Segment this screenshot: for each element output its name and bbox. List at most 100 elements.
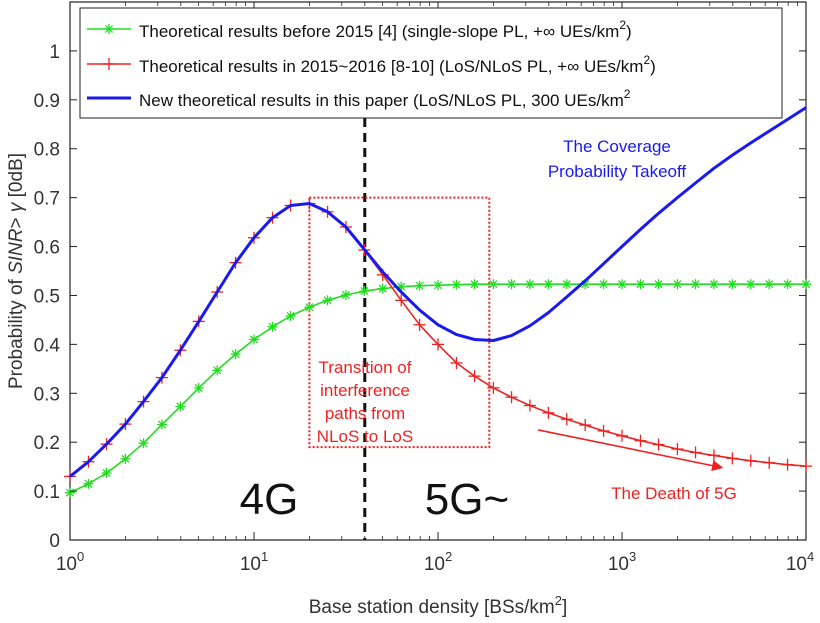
series-1-point-31 xyxy=(634,434,647,447)
series-0-point-37 xyxy=(745,279,756,290)
y-tick-label-1: 0.1 xyxy=(34,482,60,503)
series-1-point-28 xyxy=(579,419,592,432)
series-0 xyxy=(65,279,811,498)
series-layer xyxy=(64,106,812,498)
transition-annotation-line2: interference xyxy=(320,381,410,400)
series-1-point-26 xyxy=(542,406,555,419)
series-0-point-9 xyxy=(230,349,241,360)
y-axis-label: Probability of SINR> γ [0dB] xyxy=(6,153,27,389)
series-1-point-0 xyxy=(64,470,76,483)
label-5g: 5G~ xyxy=(425,475,509,524)
series-1-point-18 xyxy=(395,294,408,307)
transition-annotation-line3: paths from xyxy=(325,404,405,423)
series-1-point-30 xyxy=(616,429,628,442)
series-0-point-5 xyxy=(156,419,167,430)
series-1-point-34 xyxy=(689,446,702,459)
legend: Theoretical results before 2015 [4] (sin… xyxy=(79,7,783,119)
series-0-point-7 xyxy=(193,382,204,393)
y-tick-label-9: 0.9 xyxy=(34,91,60,112)
x-tick-label-2: 102 xyxy=(424,549,452,575)
series-1-point-27 xyxy=(560,413,573,426)
series-0-point-21 xyxy=(451,279,462,290)
series-0-point-12 xyxy=(285,310,296,321)
series-2-line xyxy=(69,106,807,478)
series-1-point-19 xyxy=(413,318,426,331)
legend-entry-this-paper: New theoretical results in this paper (L… xyxy=(139,87,631,110)
series-0-point-14 xyxy=(322,295,333,306)
series-1-point-39 xyxy=(781,458,794,471)
transition-annotation-line1: Transition of xyxy=(319,358,412,377)
legend-swatch-marker-1 xyxy=(103,58,115,70)
series-0-point-15 xyxy=(340,289,351,300)
series-1-point-40 xyxy=(800,460,812,473)
series-2 xyxy=(69,106,807,478)
series-0-point-17 xyxy=(377,283,388,294)
series-0-point-22 xyxy=(469,279,480,290)
legend-swatches xyxy=(87,24,131,100)
x-tick-label-4: 104 xyxy=(786,549,814,575)
series-1-point-23 xyxy=(487,381,500,394)
series-0-point-33 xyxy=(672,279,683,290)
series-1-point-33 xyxy=(671,443,684,456)
series-0-point-6 xyxy=(175,401,186,412)
series-0-point-29 xyxy=(598,279,609,290)
takeoff-annotation-line1: The Coverage xyxy=(563,137,671,156)
series-0-point-39 xyxy=(782,279,793,290)
series-0-point-38 xyxy=(764,279,775,290)
series-0-point-40 xyxy=(801,279,811,290)
label-4g: 4G xyxy=(240,475,299,524)
series-0-point-8 xyxy=(212,365,223,376)
death-annotation: The Death of 5G xyxy=(611,484,737,503)
series-0-point-24 xyxy=(506,279,517,290)
series-1-point-37 xyxy=(744,454,757,467)
series-1-point-38 xyxy=(763,456,776,469)
series-1-point-20 xyxy=(432,338,444,351)
series-1-point-36 xyxy=(726,452,739,465)
series-0-point-30 xyxy=(617,279,627,290)
x-tick-label-3: 103 xyxy=(608,549,636,575)
y-tick-label-5: 0.5 xyxy=(34,286,60,307)
y-tick-label-6: 0.6 xyxy=(34,238,60,259)
x-tick-label-1: 101 xyxy=(240,549,268,575)
series-0-point-35 xyxy=(708,279,719,290)
guides-layer xyxy=(308,118,724,540)
series-0-point-13 xyxy=(304,302,315,313)
series-1-point-25 xyxy=(523,399,536,412)
series-1-point-21 xyxy=(450,356,463,369)
series-0-point-26 xyxy=(543,279,554,290)
takeoff-annotation-line2: Probability Takeoff xyxy=(548,162,687,181)
series-0-point-32 xyxy=(653,279,664,290)
legend-entry-before-2015: Theoretical results before 2015 [4] (sin… xyxy=(139,18,632,41)
y-tick-label-7: 0.7 xyxy=(34,189,60,210)
legend-swatch-marker-0 xyxy=(104,24,114,34)
series-0-point-20 xyxy=(433,280,443,291)
series-0-point-25 xyxy=(524,279,535,290)
series-0-point-19 xyxy=(414,280,425,291)
y-tick-label-8: 0.8 xyxy=(34,140,60,161)
series-0-point-0 xyxy=(65,487,75,498)
legend-entry-2015-2016: Theoretical results in 2015~2016 [8-10] … xyxy=(139,53,656,76)
transition-annotation-line4: NLoS to LoS xyxy=(317,427,413,446)
series-1-point-32 xyxy=(652,438,665,451)
series-0-point-36 xyxy=(727,279,738,290)
y-tick-label-0: 0 xyxy=(49,531,60,552)
transition-box xyxy=(308,196,491,449)
y-tick-label-10: 1 xyxy=(49,42,60,63)
y-tick-label-3: 0.3 xyxy=(34,384,60,405)
series-0-point-10 xyxy=(249,334,259,345)
x-axis-label: Base station density [BSs/km2] xyxy=(309,593,568,618)
ticks-layer xyxy=(69,2,807,541)
series-0-point-34 xyxy=(690,279,701,290)
x-tick-label-0: 100 xyxy=(56,549,84,575)
series-0-point-11 xyxy=(267,321,278,332)
series-1-point-29 xyxy=(597,424,610,437)
series-1-point-24 xyxy=(505,391,518,404)
series-0-point-4 xyxy=(138,438,149,449)
series-1-point-22 xyxy=(468,370,481,383)
series-1-point-35 xyxy=(707,449,720,462)
y-tick-label-4: 0.4 xyxy=(34,335,61,356)
series-0-point-2 xyxy=(101,467,112,478)
series-0-point-1 xyxy=(83,478,94,489)
series-0-point-3 xyxy=(120,453,131,464)
